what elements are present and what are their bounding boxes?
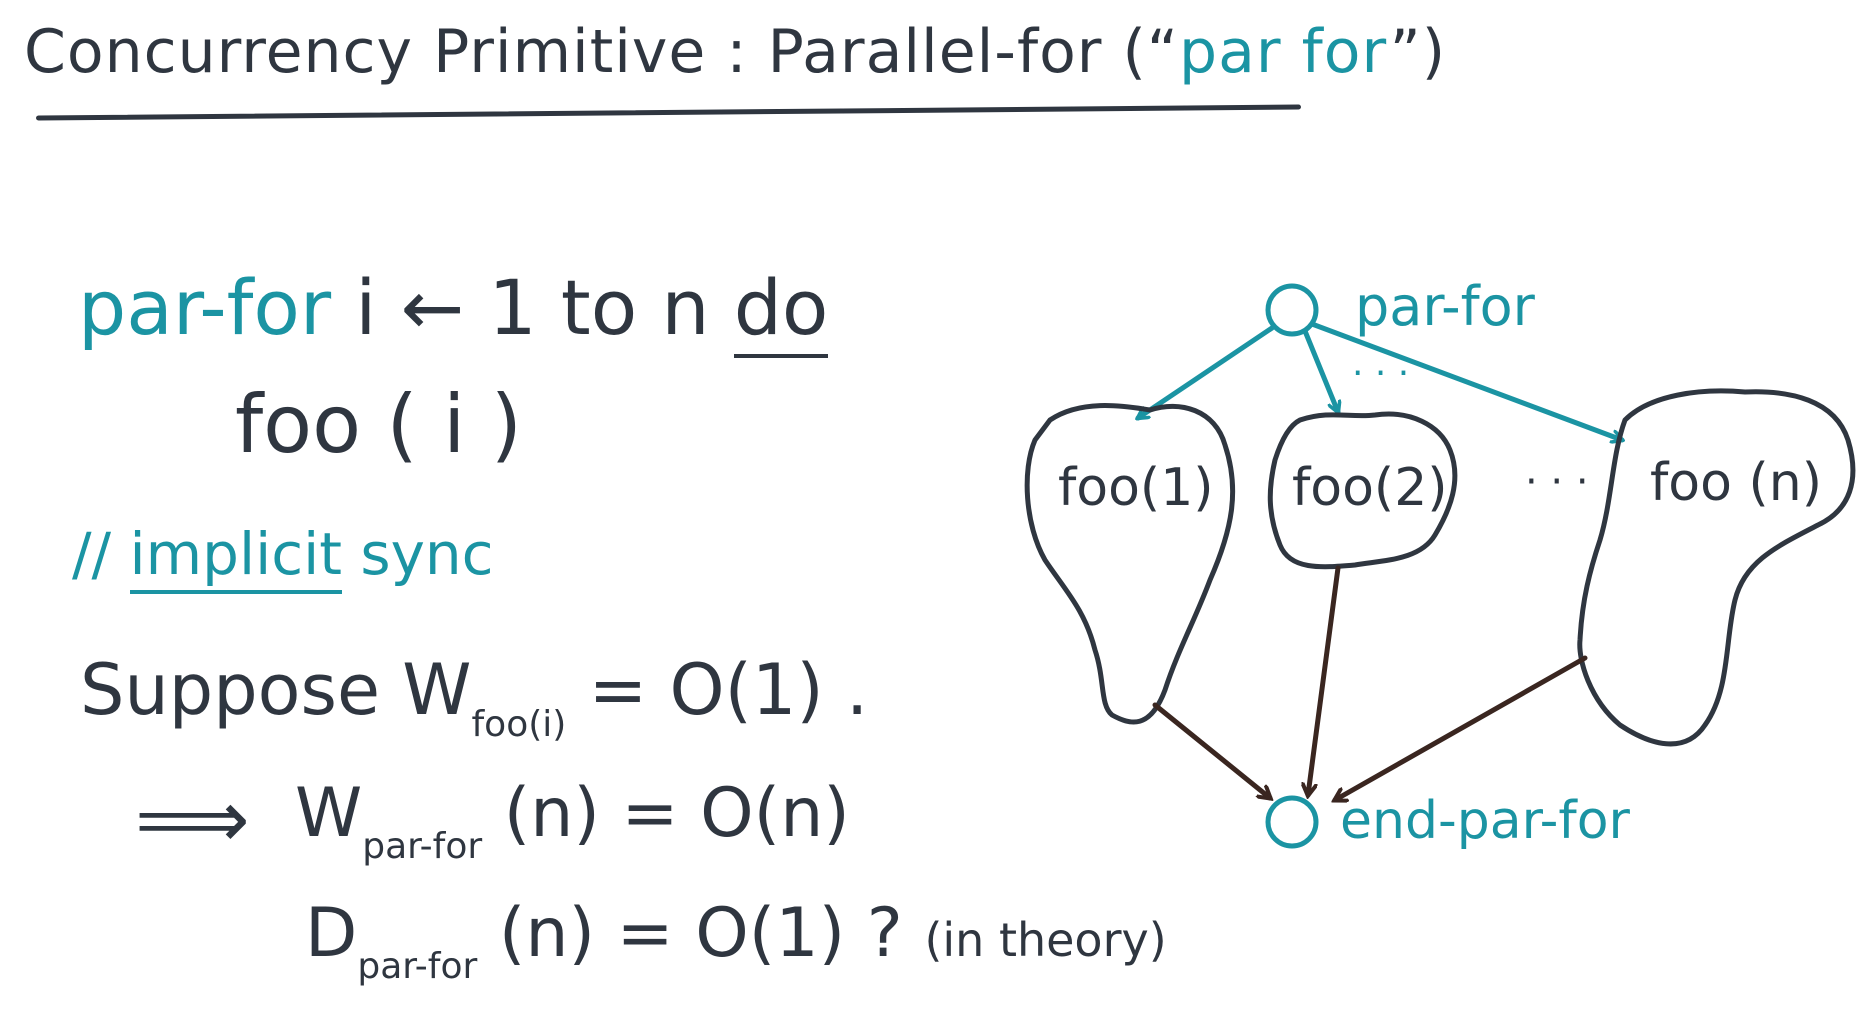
depth-rhs: (n) = O(1) ?: [477, 894, 925, 973]
start-node-label: par-for: [1355, 275, 1536, 338]
code-body-line: foo ( i ): [235, 378, 522, 471]
top-ellipsis: · · ·: [1352, 353, 1409, 394]
title-prefix: Concurrency Primitive : Parallel-for (“: [24, 17, 1180, 87]
task-blob-1: [1024, 403, 1236, 725]
join-arrow-1: [1152, 702, 1270, 798]
task-label-1: foo(1): [1058, 458, 1214, 518]
depth-subscript: par-for: [357, 946, 478, 987]
work-subscript: par-for: [362, 826, 483, 867]
start-node: [1265, 283, 1319, 337]
suppose-text: Suppose W: [80, 649, 472, 731]
end-node: [1265, 795, 1319, 849]
fork-arrow-1: [1138, 325, 1275, 418]
suppose-line: Suppose Wfoo(i) = O(1) .: [80, 655, 868, 743]
join-arrow-2: [1308, 565, 1341, 795]
page-title: Concurrency Primitive : Parallel-for (“p…: [24, 22, 1446, 82]
comment-sync: sync: [341, 520, 494, 588]
comment-slashes: //: [72, 520, 130, 588]
task-label-n: foo (n): [1650, 453, 1822, 513]
join-arrow-n: [1335, 655, 1588, 800]
code-loop-rest: i ← 1 to n: [331, 263, 734, 352]
end-node-label: end-par-for: [1340, 791, 1631, 851]
work-symbol: W: [295, 774, 363, 853]
suppose-rhs: = O(1) .: [566, 649, 869, 731]
code-do: do: [733, 263, 829, 358]
code-loop-line: par-for i ← 1 to n do: [78, 263, 829, 358]
middle-ellipsis: · · ·: [1525, 459, 1589, 505]
work-line: Wpar-for (n) = O(n): [295, 780, 850, 865]
suppose-subscript: foo(i): [471, 704, 567, 745]
task-blob-2: [1267, 411, 1458, 570]
task-label-2: foo(2): [1292, 458, 1448, 518]
title-keyword: par for: [1179, 17, 1390, 87]
depth-symbol: D: [305, 894, 358, 973]
fork-arrow-2: [1302, 328, 1338, 412]
task-blob-n: [1577, 388, 1856, 747]
fork-arrow-n: [1309, 321, 1622, 440]
depth-line: Dpar-for (n) = O(1) ? (in theory): [305, 900, 1167, 985]
implicit-sync-comment: // implicit sync: [72, 520, 494, 594]
work-rhs: (n) = O(n): [482, 774, 850, 853]
comment-implicit: implicit: [129, 520, 342, 594]
code-keyword: par-for: [78, 263, 332, 352]
implies-arrow: ⟹: [135, 773, 250, 866]
depth-note: (in theory): [924, 913, 1167, 967]
title-suffix: ”): [1389, 17, 1447, 87]
